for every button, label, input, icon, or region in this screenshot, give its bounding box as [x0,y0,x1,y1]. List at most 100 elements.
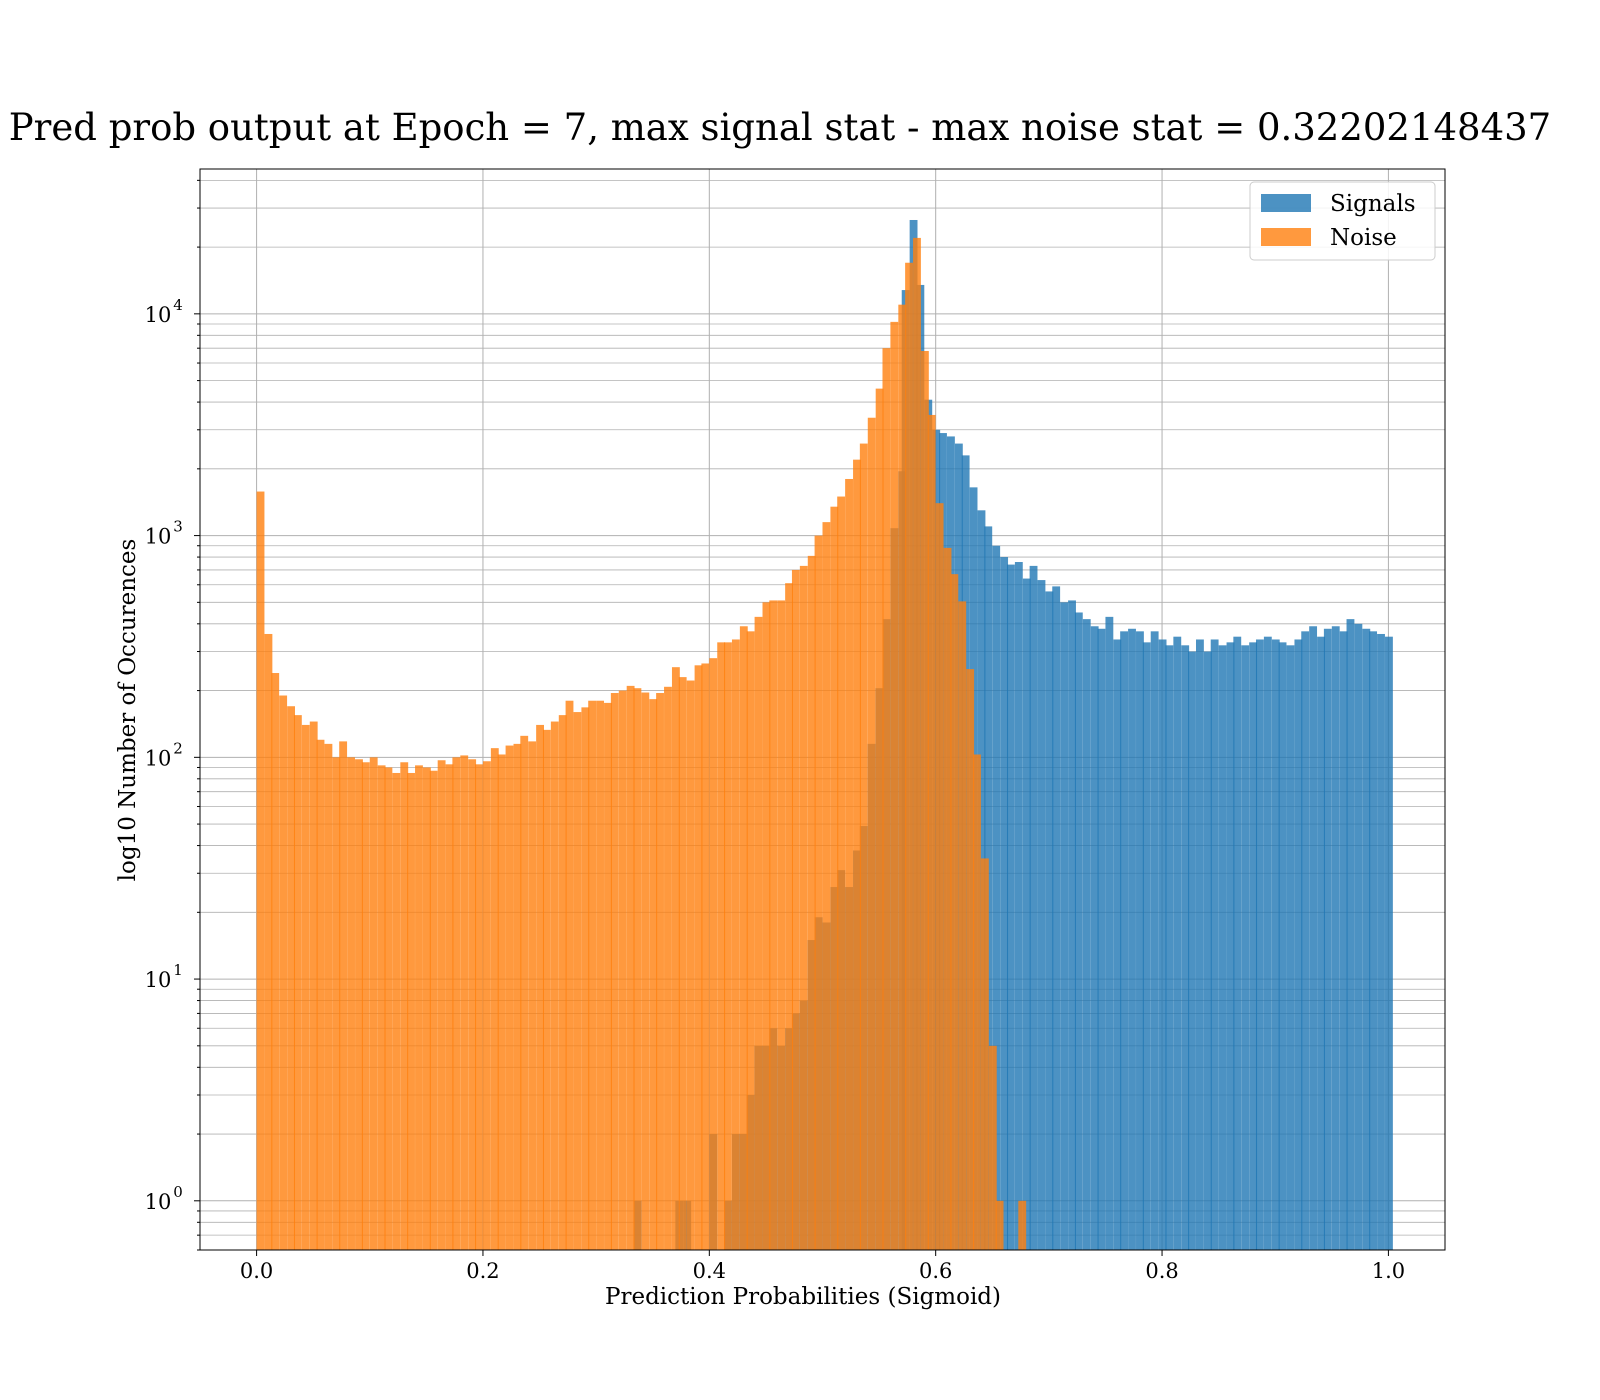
bar-signals [1006,564,1015,1250]
bar-noise [422,767,431,1250]
bar-noise [596,700,604,1250]
bar-signals [1105,616,1114,1250]
bar-noise [429,770,438,1250]
bar-signals [1278,642,1287,1250]
x-tick-label: 0.8 [1145,1259,1178,1283]
bar-signals [1136,631,1144,1250]
bar-noise [482,761,491,1250]
bar-signals [1369,631,1378,1250]
bar-signals [1082,619,1091,1250]
bar-signals [1128,628,1136,1250]
bar-noise [604,702,612,1250]
bar-signals [1309,626,1318,1250]
bar-noise [814,535,823,1250]
y-tick-exponent: 1 [173,961,183,979]
bar-noise [973,754,981,1250]
bar-noise [686,680,695,1250]
bar-signals [1052,586,1061,1250]
bar-signals [1158,639,1167,1250]
bar-noise [528,741,537,1250]
bar-noise [400,762,409,1250]
bar-noise [709,658,718,1250]
bar-noise [513,743,522,1250]
y-tick-exponent: 2 [173,739,183,757]
bar-noise [505,745,514,1250]
y-tick-label: 10 [145,303,172,327]
bar-noise [867,417,876,1250]
y-tick-label: 10 [145,525,172,549]
bar-noise [837,496,846,1250]
bar-noise [407,772,415,1250]
bar-noise [807,555,816,1250]
bar-noise [377,765,386,1250]
bar-noise [641,692,650,1250]
bar-signals [1226,642,1235,1250]
bar-noise [339,741,348,1250]
bar-noise [701,663,710,1250]
bar-noise [853,459,861,1250]
bar-signals [1385,636,1393,1250]
bar-signals [1263,636,1272,1250]
bar-signals [1113,639,1122,1250]
bar-signals [1090,626,1099,1250]
bar-noise [920,350,929,1250]
bar-noise [475,764,483,1250]
bar-noise [542,729,551,1250]
bar-signals [1037,580,1046,1250]
bar-noise [588,700,597,1250]
bar-noise [490,748,499,1250]
bar-signals [1331,626,1340,1250]
bar-noise [279,695,288,1250]
y-tick-exponent: 3 [173,518,183,536]
bar-noise [1018,1200,1027,1250]
bar-noise [256,491,265,1250]
y-tick-label: 10 [145,746,172,770]
series-noise [256,237,1027,1251]
bar-noise [958,601,967,1250]
bar-noise [754,616,763,1250]
bar-noise [785,583,793,1250]
bar-signals [1255,639,1264,1250]
bar-signals [1377,633,1385,1250]
x-tick-label: 0.6 [919,1259,952,1283]
bar-noise [882,348,891,1250]
y-tick-exponent: 4 [173,296,183,314]
bar-signals [1165,645,1174,1250]
bar-signals [1150,631,1159,1250]
bar-noise [536,724,544,1250]
bar-signals [1188,651,1196,1250]
y-tick-label: 10 [145,1190,172,1214]
bar-signals [1173,636,1182,1250]
bar-noise [565,700,574,1250]
bar-noise [301,724,310,1250]
bar-noise [980,858,989,1250]
bar-noise [293,715,302,1250]
bar-signals [1203,651,1212,1250]
bar-noise [558,715,567,1250]
bar-signals [1142,642,1151,1250]
bar-signals [1210,639,1219,1250]
y-tick-label: 10 [145,968,172,992]
bar-signals [1286,645,1295,1250]
bar-noise [845,478,853,1250]
bar-noise [913,237,921,1250]
bar-noise [618,690,627,1250]
x-axis-label: Prediction Probabilities (Sigmoid) [605,1284,1001,1310]
bar-signals [1196,639,1204,1250]
bar-noise [468,759,477,1250]
bar-noise [309,721,318,1250]
bar-signals [1097,628,1106,1250]
bar-noise [731,639,740,1250]
bar-signals [1000,557,1009,1250]
y-tick-exponent: 0 [173,1183,183,1201]
bar-noise [671,667,680,1250]
bar-noise [905,262,913,1251]
bar-noise [859,443,868,1251]
bar-noise [678,677,687,1250]
bar-signals [1339,631,1348,1250]
bar-noise [497,754,506,1250]
bar-signals [1301,631,1310,1250]
bar-noise [935,503,944,1250]
bar-noise [717,642,726,1250]
bar-noise [332,757,341,1250]
